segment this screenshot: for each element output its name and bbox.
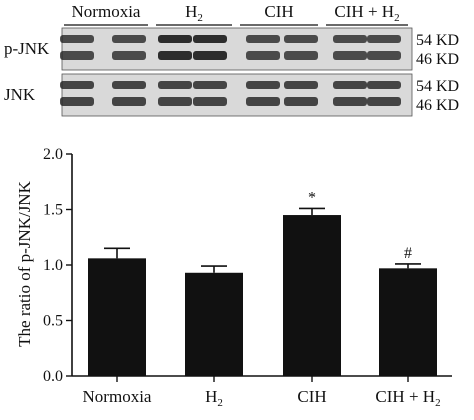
blot-marker-label: 54 KD [416,78,459,95]
bar-4 [379,268,437,376]
significance-marker: # [404,245,412,262]
y-tick-label: 0.5 [43,313,63,330]
x-tick-label-3: CIH [297,387,326,406]
y-axis-label: The ratio of p-JNK/JNK [15,180,34,346]
blot-marker-label: 54 KD [416,32,459,49]
blot-band [333,35,367,43]
blot-band [193,81,227,89]
bar-2 [185,272,243,376]
blot-band [333,81,367,89]
blot-band [60,81,94,89]
y-tick-label: 1.0 [43,257,63,274]
blot-band [284,81,318,89]
blot-band [112,81,146,89]
blot-group-label-2: H2 [185,2,203,24]
blot-marker-label: 46 KD [416,51,459,68]
blot-band [158,81,192,89]
blot-band [333,51,367,60]
blot-band [112,51,146,60]
blot-band [158,51,192,60]
blot-band [60,51,94,60]
blot-band [158,97,192,106]
blot-band [246,81,280,89]
blot-band [367,97,401,106]
blot-band [333,97,367,106]
x-tick-label-4: CIH + H2 [375,387,440,409]
blot-band [367,51,401,60]
blot-band [193,97,227,106]
blot-band [246,97,280,106]
blot-band [158,35,192,43]
blot-band [367,81,401,89]
blot-group-label-4: CIH + H2 [334,2,399,24]
blot-marker-label: 46 KD [416,97,459,114]
blot-band [60,97,94,106]
blot-band [112,35,146,43]
x-tick-label-1: Normoxia [83,387,152,406]
y-tick-label: 2.0 [43,146,63,163]
y-tick-label: 0.0 [43,368,63,385]
blot-band [112,97,146,106]
blot-band [367,35,401,43]
blot-group-label-3: CIH [264,2,293,21]
y-tick-label: 1.5 [43,202,63,219]
significance-marker: * [308,189,316,206]
blot-band [193,35,227,43]
blot-group-label-1: Normoxia [72,2,141,21]
bar-chart: The ratio of p-JNK/JNK 0.0 0.5 1.0 1.5 2.0 *… [15,146,452,409]
bar-3 [283,215,341,376]
x-tick-label-2: H2 [205,387,223,409]
blot-band [284,97,318,106]
blot-strip-1 [61,27,413,71]
blot-band [246,51,280,60]
blot-band [246,35,280,43]
blot-row-label: p-JNK [4,39,50,58]
blot-band [193,51,227,60]
blot-band [284,51,318,60]
bar-1 [88,258,146,376]
blot-band [60,35,94,43]
blot-row-label: JNK [4,85,36,104]
western-blot-panel: Normoxia H2 CIH CIH + H2 p-JNK 54 KD 46 KD JNK… [4,2,459,117]
blot-band [284,35,318,43]
blot-strip-2 [61,73,413,117]
